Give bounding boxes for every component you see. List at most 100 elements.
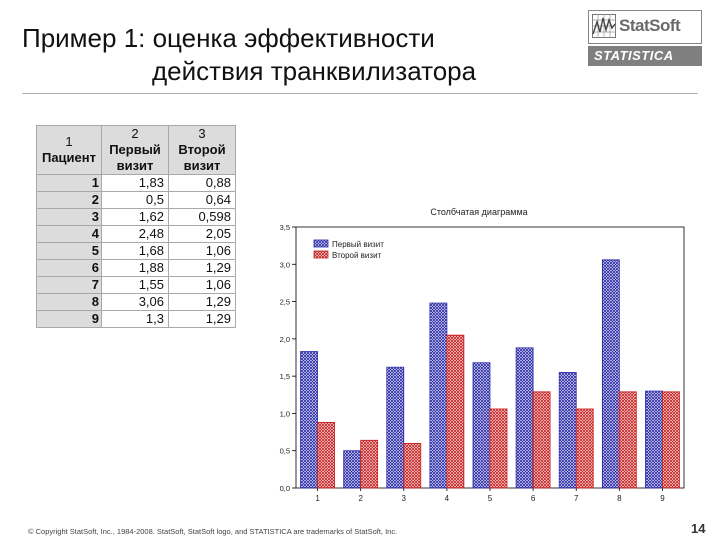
column-number: 1 [65,134,73,149]
logo-grid-icon [592,14,616,38]
cell-first-visit: 1,68 [101,242,169,260]
column-header-second-visit: 3 Второй визит [168,125,236,175]
table-row: 6 1,88 1,29 [36,259,236,277]
cell-first-visit: 2,48 [101,225,169,243]
y-tick-label: 1,0 [280,409,290,418]
table-row: 7 1,55 1,06 [36,276,236,294]
y-tick-label: 0,0 [280,484,290,493]
x-tick-label: 3 [402,494,407,503]
bar-first-visit [429,302,448,489]
title-divider [22,93,698,94]
bar-second-visit [360,439,379,489]
bar-second-visit [446,334,465,489]
table-header-row: 1 Пациент 2 Первый визит 3 Второй визит [36,125,236,175]
row-header-patient-id: 1 [36,174,102,192]
statsoft-logo: StatSoft STATISTICA [588,10,702,68]
x-tick-label: 7 [574,494,579,503]
slide-title: Пример 1: оценка эффективности действия … [22,22,542,88]
column-number: 2 [131,126,139,141]
table-body: 1 1,83 0,88 2 0,5 0,64 3 1,62 0,598 4 2,48 2,05 5 1,6… [36,174,236,328]
x-tick-label: 9 [660,494,665,503]
x-tick-label: 4 [445,494,450,503]
cell-first-visit: 1,55 [101,276,169,294]
logo-brand: StatSoft [619,16,681,35]
data-table: 1 Пациент 2 Первый визит 3 Второй визит … [36,125,236,328]
column-header-first-visit: 2 Первый визит [101,125,169,175]
bar-first-visit [343,450,362,489]
row-header-patient-id: 6 [36,259,102,277]
cell-second-visit: 1,29 [168,259,236,277]
bar-second-visit [489,408,508,489]
cell-second-visit: 1,06 [168,242,236,260]
y-tick-label: 3,0 [280,260,290,269]
cell-first-visit: 1,83 [101,174,169,192]
cell-first-visit: 1,88 [101,259,169,277]
chart-title: Столбчатая диаграмма [430,207,527,217]
copyright-footer: © Copyright StatSoft, Inc., 1984-2008. S… [28,527,398,536]
x-tick-label: 5 [488,494,493,503]
bar-first-visit [472,362,491,489]
row-header-patient-id: 5 [36,242,102,260]
column-label: визит [183,158,221,173]
x-tick-label: 6 [531,494,536,503]
table-row: 3 1,62 0,598 [36,208,236,226]
table-row: 5 1,68 1,06 [36,242,236,260]
legend-swatch [313,250,329,259]
bar-first-visit [386,366,405,489]
column-label: Первый [109,142,161,157]
table-row: 8 3,06 1,29 [36,293,236,311]
bar-second-visit [618,391,637,489]
chart-bars [300,259,680,489]
x-tick-label: 2 [358,494,363,503]
y-tick-label: 2,0 [280,335,290,344]
bar-second-visit [532,391,551,489]
slide-title-line2: действия транквилизатора [152,56,477,86]
bar-second-visit [662,391,680,489]
logo-product: STATISTICA [594,48,674,63]
row-header-patient-id: 4 [36,225,102,243]
row-header-patient-id: 7 [36,276,102,294]
page-number: 14 [691,521,706,536]
row-header-patient-id: 8 [36,293,102,311]
logo-top: StatSoft [588,10,702,44]
bar-first-visit [300,351,318,489]
cell-second-visit: 2,05 [168,225,236,243]
legend-label: Первый визит [332,240,384,249]
column-number: 3 [198,126,206,141]
cell-second-visit: 1,06 [168,276,236,294]
bar-first-visit [558,372,577,489]
table-row: 1 1,83 0,88 [36,174,236,192]
bar-first-visit [515,347,534,489]
cell-first-visit: 0,5 [101,191,169,209]
table-row: 2 0,5 0,64 [36,191,236,209]
y-tick-label: 3,5 [280,223,290,232]
bar-chart: Столбчатая диаграмма 0,0 0,5 1,0 1,5 2,0 2,5 3… [280,207,685,503]
y-tick-label: 1,5 [280,372,290,381]
cell-second-visit: 0,88 [168,174,236,192]
table-row: 9 1,3 1,29 [36,310,236,328]
legend-label: Второй визит [332,251,382,260]
cell-second-visit: 0,598 [168,208,236,226]
row-header-patient-id: 9 [36,310,102,328]
table-row: 4 2,48 2,05 [36,225,236,243]
bar-second-visit [317,421,335,489]
logo-product-bar: STATISTICA [588,46,702,66]
slide-title-line1: Пример 1: оценка эффективности [22,23,435,53]
cell-first-visit: 3,06 [101,293,169,311]
column-label: Второй [178,142,226,157]
bar-first-visit [601,259,620,489]
legend-swatch [313,239,329,248]
cell-second-visit: 0,64 [168,191,236,209]
column-label: визит [116,158,154,173]
cell-second-visit: 1,29 [168,293,236,311]
bar-second-visit [403,443,422,489]
row-header-patient-id: 3 [36,208,102,226]
column-header-patient: 1 Пациент [36,125,102,175]
cell-second-visit: 1,29 [168,310,236,328]
bar-second-visit [575,408,594,489]
chart-legend: Первый визит Второй визит [313,239,384,260]
x-tick-label: 1 [315,494,320,503]
y-tick-label: 2,5 [280,298,290,307]
y-tick-label: 0,5 [280,447,290,456]
cell-first-visit: 1,62 [101,208,169,226]
